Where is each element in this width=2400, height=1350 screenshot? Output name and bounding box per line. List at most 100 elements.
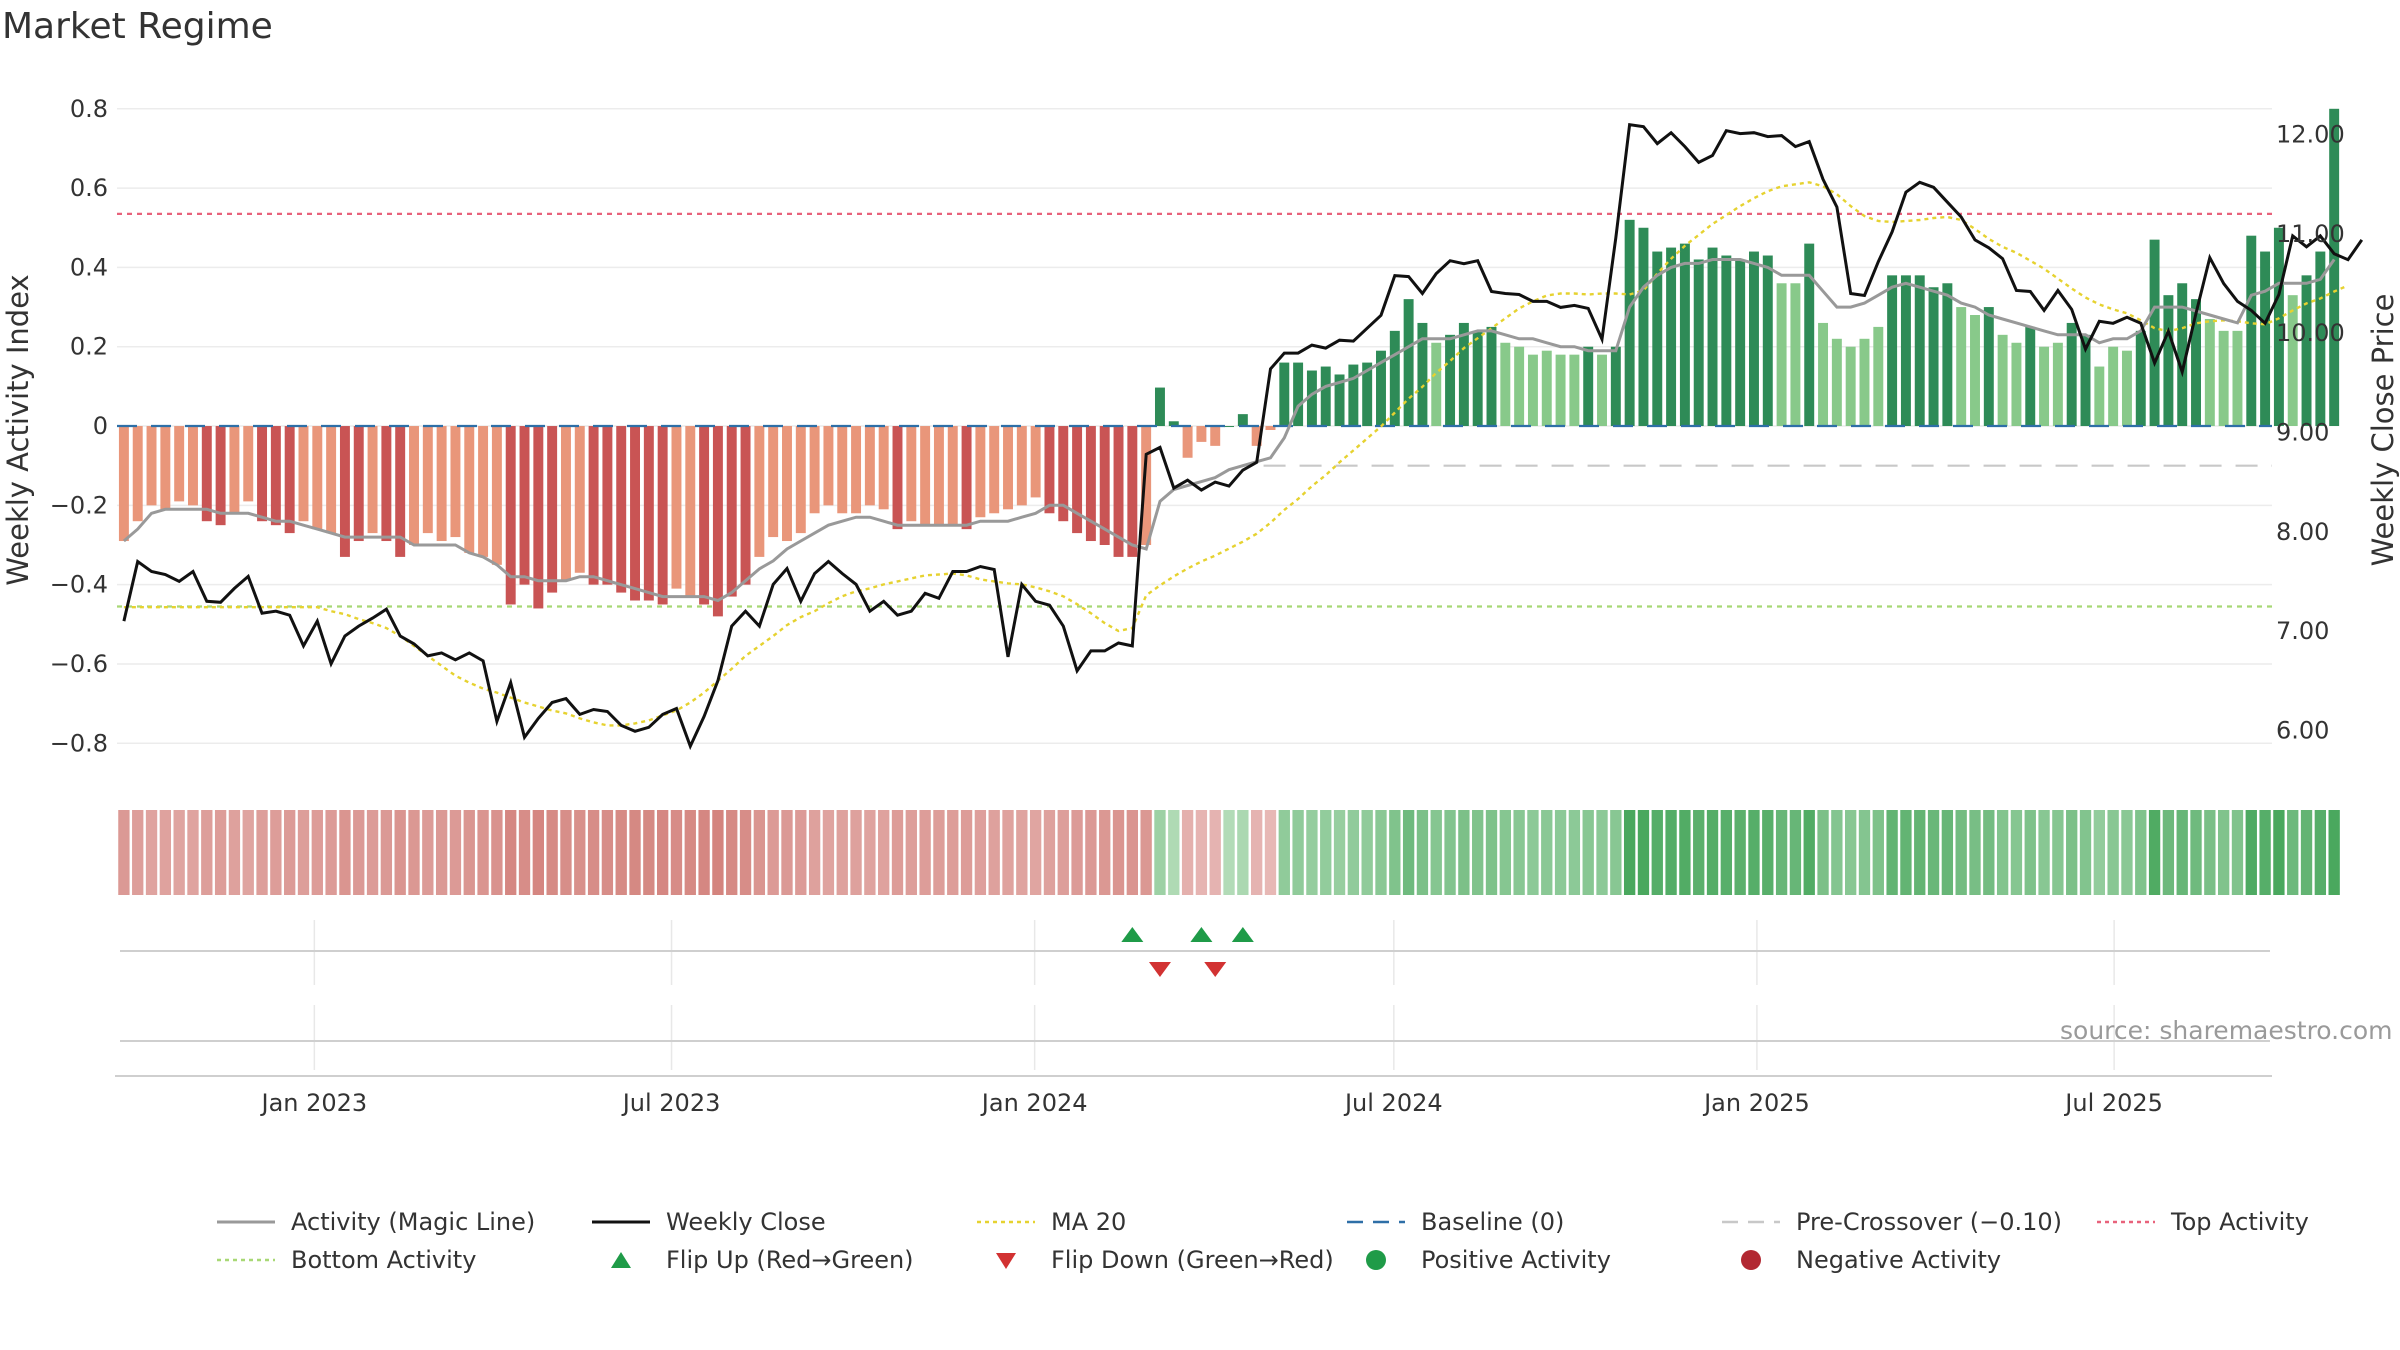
- regime-cell: [850, 810, 862, 895]
- regime-cell: [201, 810, 213, 895]
- regime-cell: [449, 810, 462, 895]
- regime-cell: [2121, 810, 2133, 895]
- activity-bar: [1569, 354, 1580, 427]
- legend-item-positive-activity: Positive Activity: [1345, 1243, 1611, 1277]
- activity-bar: [1127, 426, 1138, 557]
- activity-bar: [740, 426, 751, 585]
- y-left-tick-label: 0.2: [70, 333, 108, 361]
- regime-cell: [1927, 810, 1940, 895]
- activity-bar: [1873, 326, 1884, 427]
- activity-bar: [188, 426, 198, 506]
- legend-label: Top Activity: [2171, 1208, 2309, 1236]
- regime-cell: [1112, 810, 1125, 895]
- regime-cell: [1278, 810, 1290, 895]
- regime-cell: [491, 810, 503, 895]
- activity-bar: [768, 426, 779, 538]
- weekly-close-line: [122, 122, 2364, 751]
- activity-bar: [132, 426, 143, 522]
- regime-cell: [1775, 810, 1788, 895]
- activity-bar: [1044, 426, 1055, 514]
- regime-cell: [1430, 810, 1442, 895]
- activity-bar: [201, 426, 212, 522]
- activity-bar: [1527, 354, 1538, 427]
- activity-bar: [1154, 387, 1165, 427]
- regime-cell: [1693, 810, 1705, 895]
- regime-cell: [2328, 810, 2340, 895]
- axes: −0.8 −0.6 −0.4 −0.2 0 0.2 0.4 0.6 0.8 6.00 7.00 8.0…: [1, 95, 2400, 1117]
- regime-cell: [1872, 810, 1884, 895]
- activity-bar: [1072, 426, 1083, 534]
- activity-bar: [1348, 364, 1359, 427]
- activity-bar: [2204, 318, 2215, 427]
- activity-bar: [643, 426, 654, 601]
- activity-bar: [1141, 426, 1152, 545]
- activity-bar: [464, 426, 475, 553]
- activity-bar: [1831, 338, 1842, 427]
- activity-bar: [630, 426, 641, 601]
- activity-bar: [1389, 330, 1400, 427]
- activity-bar: [1707, 247, 1718, 427]
- regime-cell: [1983, 810, 1995, 895]
- regime-cell: [767, 810, 779, 895]
- regime-cell: [739, 810, 752, 895]
- y-right-tick-label: 9.00: [2276, 418, 2329, 446]
- x-tick-label: Jan 2024: [980, 1089, 1088, 1117]
- regime-cell: [214, 810, 227, 895]
- legend-item-weekly-close: Weekly Close: [590, 1205, 826, 1239]
- y-left-tick-label: 0.6: [70, 174, 108, 202]
- activity-bar: [1293, 362, 1304, 427]
- regime-cell: [1140, 810, 1152, 895]
- activity-bar: [215, 426, 226, 526]
- y-left-tick-label: 0: [93, 412, 108, 440]
- activity-bar: [1099, 426, 1110, 545]
- activity-bar: [1970, 315, 1980, 427]
- regime-cell: [256, 810, 268, 895]
- regime-cell: [1554, 810, 1567, 895]
- regime-cell: [546, 810, 558, 895]
- regime-cell: [353, 810, 365, 895]
- regime-cell: [1264, 810, 1277, 895]
- legend-item-ma-20: MA 20: [975, 1205, 1126, 1239]
- regime-cell: [1886, 810, 1898, 895]
- activity-bar: [1859, 338, 1870, 427]
- regime-cell: [1734, 810, 1746, 895]
- activity-bar: [726, 426, 737, 597]
- activity-bar: [1224, 426, 1235, 428]
- regime-cell: [947, 810, 959, 895]
- activity-bar: [961, 426, 972, 530]
- activity-bar: [1251, 426, 1262, 446]
- activity-bar: [478, 426, 489, 557]
- flip-up-marker: [1121, 927, 1144, 942]
- activity-bar: [1652, 251, 1663, 427]
- activity-bar: [284, 426, 295, 534]
- regime-cell: [1195, 810, 1208, 895]
- regime-cell: [1029, 810, 1042, 895]
- legend-label: Negative Activity: [1796, 1246, 2002, 1274]
- activity-bar: [2177, 283, 2188, 427]
- regime-cell: [2300, 810, 2313, 895]
- regime-cell: [1914, 810, 1926, 895]
- regime-cell: [1347, 810, 1360, 895]
- legend-label: Baseline (0): [1421, 1208, 1565, 1236]
- regime-cell: [1900, 810, 1912, 895]
- regime-cell: [1858, 810, 1871, 895]
- regime-cell: [325, 810, 337, 895]
- regime-cell: [1679, 810, 1691, 895]
- regime-cell: [2107, 810, 2119, 895]
- regime-cell: [2079, 810, 2092, 895]
- regime-cell: [698, 810, 710, 895]
- regime-cell: [339, 810, 351, 895]
- activity-bar: [906, 426, 917, 522]
- activity-bar: [1196, 426, 1207, 442]
- activity-bar: [1790, 283, 1801, 427]
- flip-down-marker: [1204, 962, 1227, 977]
- legend-item-activity-magic-line: Activity (Magic Line): [215, 1205, 535, 1239]
- regime-cell: [173, 810, 185, 895]
- x-tick-label: Jul 2023: [621, 1089, 721, 1117]
- activity-bar: [574, 426, 585, 573]
- activity-bar: [1597, 354, 1607, 427]
- y-right-tick-label: 6.00: [2276, 716, 2329, 744]
- activity-bar: [1610, 346, 1621, 427]
- regime-cell: [1126, 810, 1139, 895]
- y-left-tick-label: 0.8: [70, 95, 108, 123]
